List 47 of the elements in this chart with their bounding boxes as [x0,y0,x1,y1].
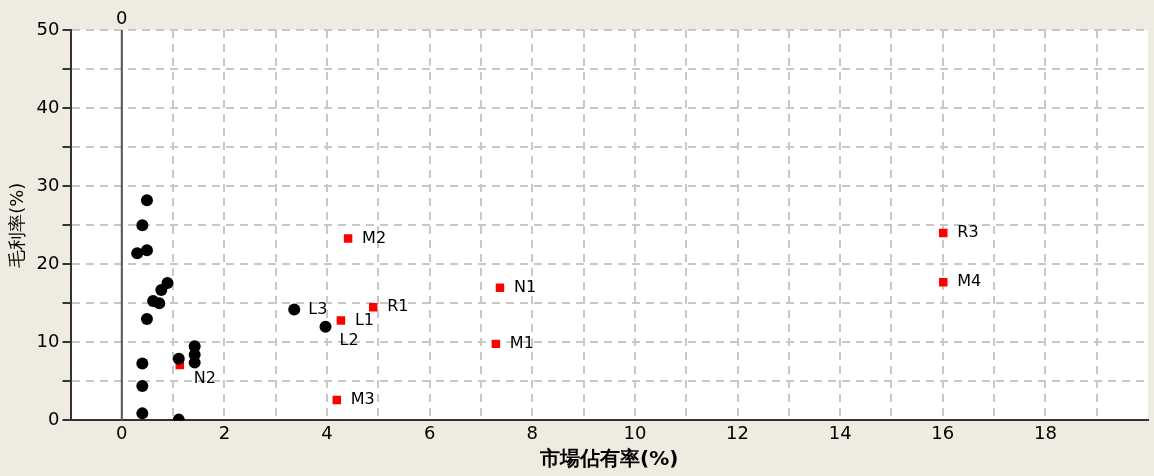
ref-line-label: 0 [116,6,128,28]
annotation: L2 [339,329,359,349]
x-tick-label: 16 [931,421,955,443]
y-tick-label: 40 [36,95,60,117]
annotation: L3 [308,298,328,318]
x-tick-label: 2 [218,421,231,443]
y-tick-label: 20 [36,251,60,273]
annotation: M2 [362,227,387,247]
annotation: R3 [957,222,979,242]
point [153,297,166,310]
x-tick-label: 8 [526,421,539,443]
x-axis-title: 市場佔有率(%) [539,446,679,471]
point [140,244,153,257]
x-tick-label: 12 [726,421,749,443]
point [336,316,346,325]
x-tick-label: 4 [321,421,333,443]
y-tick-label: 50 [36,17,60,39]
point [155,284,168,297]
point [495,283,505,292]
annotation: L1 [354,309,374,329]
point [172,352,185,365]
x-tick-label: 6 [423,421,436,443]
annotation: N1 [513,276,537,296]
x-tick-label: 0 [116,421,128,443]
point [140,194,153,207]
annotation: N2 [193,368,216,388]
x-tick-label: 14 [828,421,852,443]
annotation: M1 [509,333,534,353]
point [136,407,149,420]
point [939,277,948,287]
point [319,320,332,333]
point [131,247,144,260]
annotation: R1 [387,296,409,316]
point [136,380,149,393]
point [140,312,153,325]
y-tick-label: 10 [36,329,60,351]
point [136,357,149,370]
y-tick-label: 30 [36,173,60,195]
x-tick-label: 10 [623,421,647,443]
annotation: M3 [350,389,375,409]
point [939,228,948,238]
y-axis-title: 毛利率(%) [6,182,28,268]
point [343,234,353,243]
point [136,219,149,232]
x-tick-label: 18 [1033,421,1057,443]
annotation: M4 [957,271,982,291]
point [288,303,301,316]
